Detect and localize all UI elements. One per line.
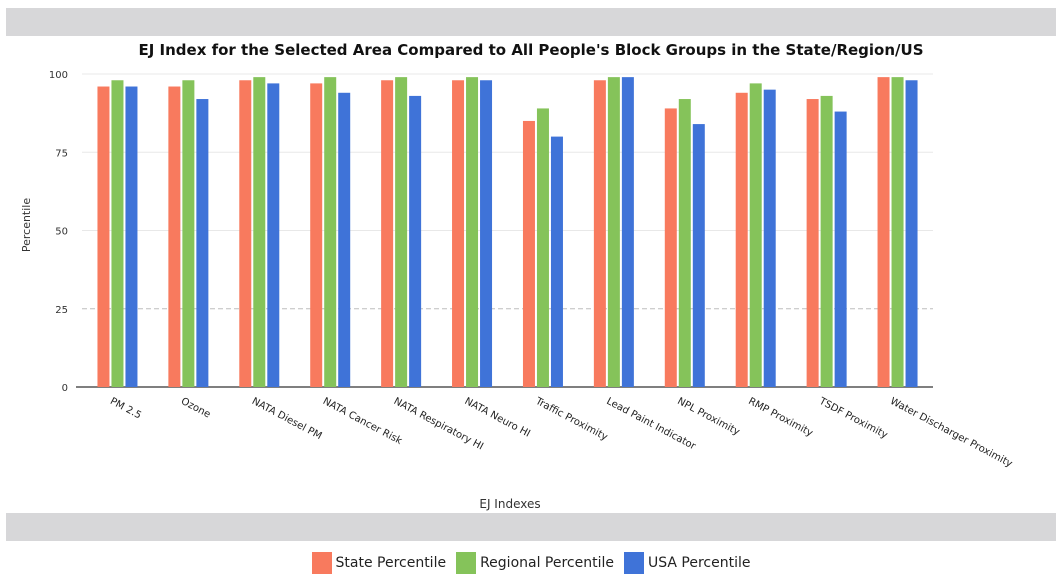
x-tick-label-0: PM 2.5 <box>108 396 143 422</box>
gridlines <box>82 73 933 310</box>
x-tick-label-5: NATA Neuro HI <box>463 396 532 440</box>
legend-label-regional: Regional Percentile <box>480 555 614 571</box>
x-tick-label-11: Water Discharger Proximity <box>888 396 1014 470</box>
bar-usa-percentile-3 <box>338 92 351 387</box>
x-tick-label-9: RMP Proximity <box>746 396 814 439</box>
bar-usa-percentile-1 <box>196 99 209 387</box>
chart-title: EJ Index for the Selected Area Compared … <box>138 41 923 59</box>
bar-regional-percentile-0 <box>111 80 124 387</box>
bar-usa-percentile-9 <box>763 89 776 388</box>
y-tick-label-75: 75 <box>55 148 68 159</box>
bar-state-percentile-3 <box>310 83 323 387</box>
bar-usa-percentile-11 <box>905 80 918 387</box>
bar-state-percentile-10 <box>806 99 819 387</box>
y-tick-label-25: 25 <box>55 305 68 316</box>
axes: 0 25 50 75 100 <box>49 70 933 394</box>
bar-regional-percentile-9 <box>749 83 762 387</box>
bar-regional-percentile-10 <box>820 95 833 387</box>
bar-usa-percentile-6 <box>550 136 563 387</box>
bar-state-percentile-1 <box>168 86 181 388</box>
chart-footer-band <box>6 513 1056 541</box>
x-tick-label-6: Traffic Proximity <box>533 395 610 443</box>
legend-item-regional[interactable]: Regional Percentile <box>456 552 614 574</box>
bar-regional-percentile-11 <box>891 77 904 387</box>
legend-swatch-regional <box>456 552 477 574</box>
legend-label-usa: USA Percentile <box>648 555 751 571</box>
bar-state-percentile-4 <box>381 80 394 387</box>
legend-swatch-usa <box>624 552 644 574</box>
legend: State Percentile Regional Percentile USA… <box>0 549 1062 577</box>
bar-state-percentile-5 <box>452 80 465 387</box>
y-tick-label-100: 100 <box>49 70 68 81</box>
bar-usa-percentile-7 <box>621 77 634 387</box>
y-tick-label-50: 50 <box>55 227 68 238</box>
ej-index-bar-chart: EJ Index for the Selected Area Compared … <box>20 41 1014 511</box>
bar-regional-percentile-1 <box>182 80 195 387</box>
legend-item-usa[interactable]: USA Percentile <box>624 552 751 574</box>
legend-swatch-state <box>311 552 332 574</box>
bar-regional-percentile-5 <box>466 77 479 387</box>
bar-regional-percentile-4 <box>395 77 408 387</box>
bar-regional-percentile-8 <box>678 99 691 387</box>
y-axis-label: Percentile <box>20 198 33 253</box>
bar-state-percentile-11 <box>877 77 890 387</box>
bar-state-percentile-9 <box>735 92 748 387</box>
bar-usa-percentile-4 <box>409 95 422 387</box>
bar-regional-percentile-6 <box>536 108 549 388</box>
bar-usa-percentile-5 <box>480 80 493 387</box>
bar-state-percentile-2 <box>239 80 252 387</box>
bar-regional-percentile-2 <box>253 77 266 387</box>
bar-usa-percentile-2 <box>267 83 280 387</box>
bar-state-percentile-0 <box>97 86 110 388</box>
x-tick-label-1: Ozone <box>179 396 212 421</box>
x-tick-label-3: NATA Cancer Risk <box>321 396 404 447</box>
chart-header-band <box>6 8 1056 36</box>
bar-usa-percentile-0 <box>125 86 138 388</box>
x-axis-label: EJ Indexes <box>479 497 540 511</box>
bar-state-percentile-7 <box>593 80 606 387</box>
y-tick-label-0: 0 <box>62 383 68 394</box>
x-tick-label-8: NPL Proximity <box>675 396 741 438</box>
bar-usa-percentile-10 <box>834 111 847 387</box>
x-tick-label-10: TSDF Proximity <box>816 395 889 441</box>
bar-series <box>97 77 918 388</box>
x-tick-label-2: NATA Diesel PM <box>250 396 324 442</box>
bar-state-percentile-8 <box>664 108 677 388</box>
legend-item-state[interactable]: State Percentile <box>311 552 447 574</box>
bar-regional-percentile-3 <box>324 77 337 387</box>
bar-regional-percentile-7 <box>607 77 620 387</box>
bar-state-percentile-6 <box>522 120 535 387</box>
bar-usa-percentile-8 <box>692 124 705 387</box>
legend-label-state: State Percentile <box>335 555 447 571</box>
